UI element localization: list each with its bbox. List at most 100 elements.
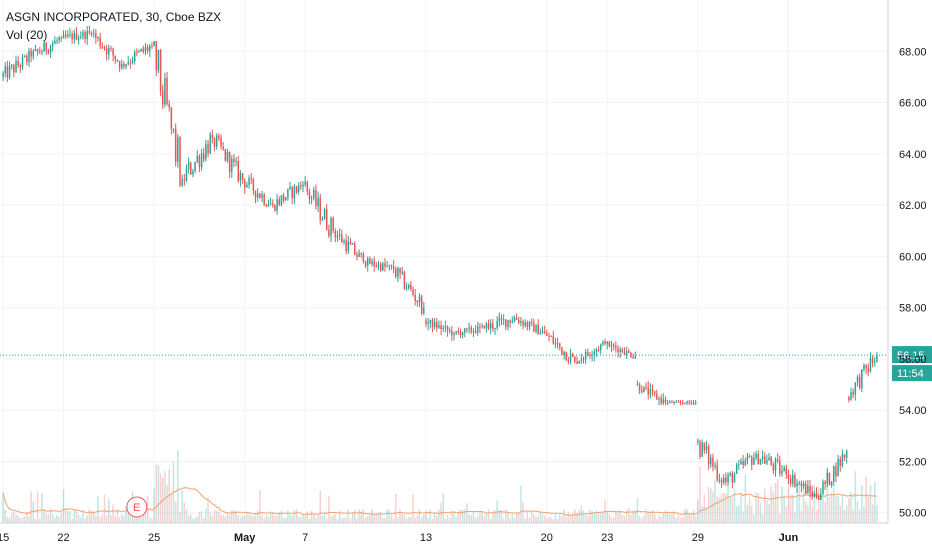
candle-body <box>442 327 444 330</box>
candle-body <box>17 60 19 66</box>
candle-body <box>34 49 37 51</box>
volume-bar <box>45 513 47 523</box>
volume-bar <box>692 510 695 523</box>
volume-bar <box>86 515 88 523</box>
candle-body <box>574 356 576 362</box>
candle-body <box>845 451 848 458</box>
candle-body <box>231 158 233 172</box>
candle-body <box>729 473 731 476</box>
candle-body <box>645 386 647 388</box>
volume-bar <box>319 490 322 523</box>
candle-body <box>615 346 617 349</box>
candle-body <box>330 217 332 237</box>
candle-body <box>440 325 442 330</box>
candle-body <box>638 384 641 391</box>
volume-bar <box>792 494 794 523</box>
candle-body <box>131 61 134 63</box>
candle-body <box>876 355 878 362</box>
volume-bar <box>21 517 24 523</box>
volume-bar <box>198 511 201 523</box>
volume-bar <box>727 485 729 523</box>
candle-body <box>772 464 775 471</box>
volume-bar <box>839 505 841 523</box>
candle-body <box>105 48 108 55</box>
candle-body <box>351 243 354 245</box>
candle-body <box>403 271 406 289</box>
candle-body <box>852 391 854 395</box>
volume-bar <box>565 517 567 523</box>
volume-bar <box>813 484 816 523</box>
volume-bar <box>606 510 608 523</box>
candle-body <box>90 32 93 34</box>
candle-body <box>578 360 580 364</box>
candle-body <box>103 47 106 49</box>
candle-body <box>250 178 252 180</box>
volume-bar <box>315 517 317 523</box>
volume-bar <box>13 511 15 523</box>
candle-body <box>459 331 462 336</box>
candle-body <box>528 321 531 327</box>
candle-body <box>252 179 255 191</box>
candle-body <box>720 479 723 483</box>
volume-bar <box>472 511 475 523</box>
candle-body <box>213 138 216 147</box>
volume-bar <box>535 516 537 523</box>
volume-bar <box>740 494 742 523</box>
candle-body <box>751 456 753 465</box>
candle-body <box>297 185 300 192</box>
volume-bar <box>345 517 347 523</box>
volume-bar <box>88 509 91 523</box>
candle-body <box>433 321 436 328</box>
volume-bar <box>647 511 649 523</box>
candle-body <box>828 472 831 485</box>
volume-bar <box>552 518 555 523</box>
volume-bar <box>54 517 56 523</box>
candle-body <box>731 473 734 483</box>
volume-bar <box>254 513 257 523</box>
candle-body <box>401 271 403 274</box>
volume-bar <box>64 509 67 523</box>
candle-body <box>830 481 833 485</box>
candle-body <box>610 344 613 347</box>
volume-bar <box>874 481 876 523</box>
volume-bar <box>492 511 494 523</box>
volume-bar <box>798 485 801 523</box>
volume-bar <box>686 509 688 523</box>
volume-bar <box>28 516 30 523</box>
candle-body <box>511 321 514 323</box>
volume-bar <box>498 510 501 523</box>
x-tick-label: May <box>234 532 256 544</box>
volume-bar <box>95 515 97 523</box>
volume-bar <box>522 502 524 523</box>
candle-body <box>699 440 701 457</box>
volume-bar <box>101 514 104 523</box>
candle-body <box>362 254 365 262</box>
volume-bar <box>190 514 192 523</box>
candle-body <box>101 46 104 48</box>
y-tick-label: 54.00 <box>899 405 927 417</box>
candle-body <box>4 66 6 74</box>
volume-bar <box>856 501 859 523</box>
candle-body <box>824 481 826 484</box>
candlesticks <box>2 25 878 500</box>
volume-bar <box>233 510 235 523</box>
volume-bar <box>541 513 544 523</box>
volume-bar <box>293 509 296 523</box>
candle-body <box>444 326 447 328</box>
volume-bar <box>291 515 293 523</box>
volume-bar <box>861 485 863 523</box>
candle-body <box>457 331 460 333</box>
volume-bar <box>662 513 665 523</box>
volume-bar <box>707 486 710 523</box>
candle-body <box>481 325 483 327</box>
candle-body <box>569 354 572 362</box>
candle-body <box>485 323 488 329</box>
candle-body <box>202 153 205 160</box>
candle-body <box>869 358 872 372</box>
candle-body <box>498 317 501 322</box>
volume-bar <box>679 517 682 523</box>
candle-body <box>67 34 69 37</box>
volume-bar <box>774 483 777 523</box>
candle-body <box>323 209 326 220</box>
candle-body <box>858 376 861 389</box>
